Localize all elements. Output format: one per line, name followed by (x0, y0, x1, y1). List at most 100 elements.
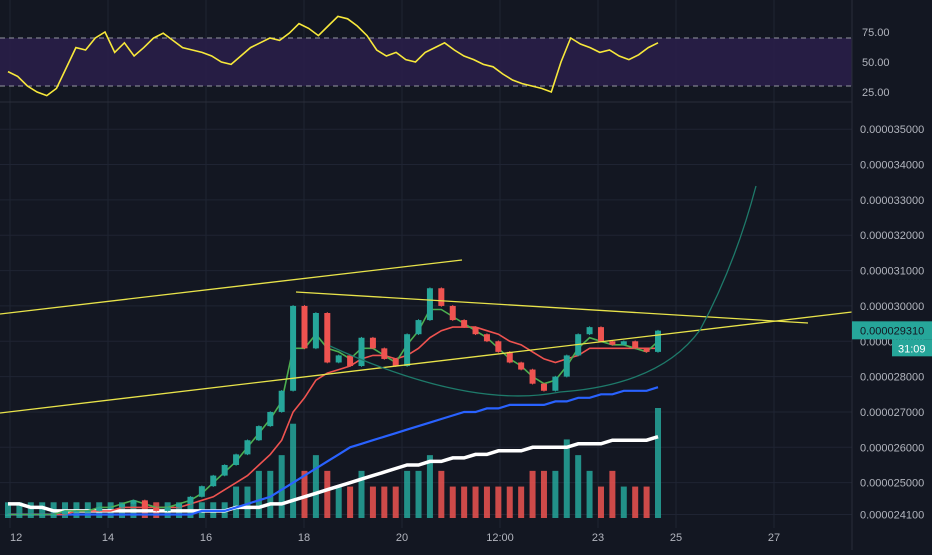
candle-body (632, 341, 639, 349)
volume-bar (278, 455, 285, 518)
price-tick-label: 0.000025000 (860, 478, 924, 490)
volume-bar (312, 455, 319, 518)
volume-bar (655, 408, 661, 518)
price-tick-label: 0.000035000 (860, 124, 924, 136)
candle-body (609, 341, 616, 345)
candle-body (84, 510, 91, 513)
candle-body (404, 334, 411, 367)
candle-body (529, 369, 536, 384)
volume-bar (575, 455, 582, 518)
volume-bar (39, 502, 46, 518)
volume-bar (426, 455, 433, 518)
candle-body (96, 507, 103, 511)
volume-bar (347, 486, 354, 518)
volume-bar (461, 486, 468, 518)
candle-body (210, 475, 217, 487)
candle-body (153, 507, 160, 511)
volume-bar (301, 470, 308, 518)
candle-body (324, 313, 331, 363)
descending-trendline (295, 291, 809, 324)
candle-body (426, 288, 433, 321)
candle-body (518, 362, 525, 370)
price-tick-label: 0.000027000 (860, 407, 924, 419)
volume-bar (609, 470, 616, 518)
price-tick-label: 0.000033000 (860, 195, 924, 207)
volume-bar (335, 486, 342, 518)
volume-bar (586, 470, 593, 518)
candle-body (643, 348, 650, 352)
volume-bars (5, 408, 661, 518)
candle-body (312, 313, 319, 349)
rsi-band (0, 38, 852, 86)
countdown-badge (892, 339, 932, 357)
trendlines (0, 185, 853, 414)
countdown-label: 31:09 (898, 343, 926, 355)
rsi-tick-label: 25.00 (862, 87, 890, 99)
time-tick-label: 16 (200, 532, 212, 544)
time-axis[interactable]: 12 14 16 18 20 12:00 23 25 27 (10, 532, 780, 544)
candle-body (267, 411, 274, 427)
candle-body (130, 500, 137, 504)
volume-bar (483, 486, 490, 518)
time-tick-label: 20 (396, 532, 408, 544)
candle-body (164, 507, 171, 511)
candle-body (141, 500, 148, 508)
volume-bar (518, 486, 525, 518)
rsi-tick-label: 75.00 (862, 27, 890, 39)
candle-body (233, 454, 240, 465)
candle-body (50, 514, 57, 516)
ma-white-line (8, 435, 659, 513)
volume-bar (392, 486, 399, 518)
candle-body (347, 355, 354, 367)
candle-body (39, 514, 46, 516)
volume-bar (632, 486, 639, 518)
volume-bar (16, 502, 23, 518)
ma-blue-line (8, 386, 659, 516)
candle-body (119, 503, 126, 508)
candle-body (301, 305, 308, 349)
current-price-badge (852, 321, 932, 340)
candle-body (506, 351, 513, 363)
volume-bar (552, 470, 559, 518)
candle-body (255, 426, 262, 441)
time-tick-label: 18 (298, 532, 310, 544)
volume-bar (244, 486, 251, 518)
candle-body (620, 341, 627, 345)
volume-bar (540, 470, 547, 518)
price-tick-label: 0.000030000 (860, 301, 924, 313)
rsi-line (7, 15, 659, 97)
volume-bar (381, 486, 388, 518)
price-tick-label: 0.000026000 (860, 442, 924, 454)
candle-body (369, 337, 376, 349)
volume-bar (233, 486, 240, 518)
volume-bar (267, 470, 274, 518)
current-price-label: 0.000029310 (860, 325, 924, 337)
candle-body (358, 337, 365, 367)
candle-body (381, 348, 388, 359)
price-tick-label: 0.000031000 (860, 266, 924, 278)
candle-body (438, 288, 445, 306)
price-tick-label: 0.000024100 (860, 509, 924, 521)
candle-body (483, 334, 490, 342)
rounding-bottom-arc (329, 185, 757, 397)
candle-body (5, 514, 11, 516)
candle-body (221, 464, 228, 476)
candle-body (187, 496, 194, 504)
candle-body (244, 440, 251, 455)
price-axis[interactable]: 25.00 50.00 75.00 0.000024100 0.000025000 0.0… (851, 0, 924, 550)
time-tick-label: 14 (102, 532, 114, 544)
candle-body (73, 510, 80, 513)
candle-body (290, 305, 297, 391)
volume-bar (506, 486, 513, 518)
candle-body (176, 503, 183, 508)
volume-bar (438, 470, 445, 518)
volume-bar (358, 470, 365, 518)
candle-body (563, 355, 570, 377)
volume-bar (472, 486, 479, 518)
price-tick-label: 0.000032000 (860, 230, 924, 242)
volume-bar (597, 486, 604, 518)
price-badge: 0.000029310 31:09 (852, 321, 932, 357)
time-tick-label: 23 (592, 532, 604, 544)
